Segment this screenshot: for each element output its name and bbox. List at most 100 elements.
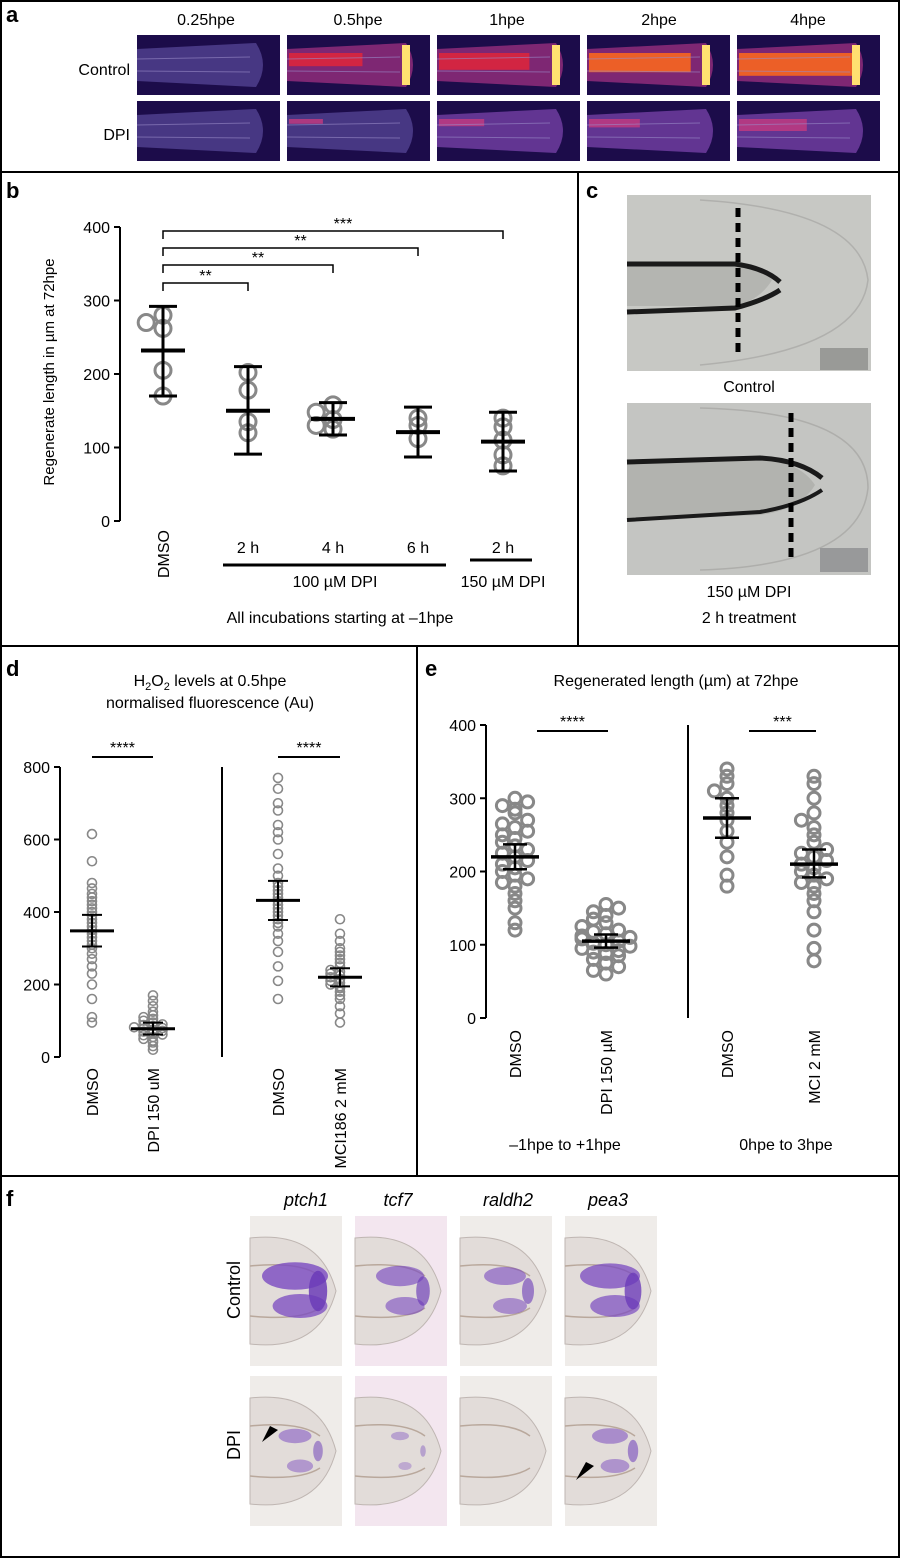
panel-a-fluorescence-grid: 0.25hpe 0.5hpe 1hpe 2hpe 4hpe Control DP…: [78, 12, 880, 161]
d-ytick-label-600: 600: [23, 833, 50, 850]
b-xtick-label-4: 2 h: [492, 540, 514, 557]
d-point-0-23: [86, 888, 98, 900]
panel-c-images: Control 150 µM DPI 2 h treatment: [626, 195, 871, 627]
d-point-1-25: [147, 995, 159, 1007]
col-label-1: 0.5hpe: [334, 12, 383, 29]
d-point-1-26: [147, 990, 159, 1001]
e-point-2-12: [719, 761, 735, 777]
f-tile-control-tcf7: [354, 1216, 447, 1366]
d-point-2-20: [272, 863, 284, 874]
d-point-3-23: [334, 935, 346, 947]
f-tile-dpi-tcf7: [354, 1376, 447, 1526]
e-point-3-4: [806, 893, 822, 909]
e-ytick-label-400: 400: [449, 718, 476, 735]
e-point-3-17: [806, 834, 822, 850]
d-point-2-27: [272, 783, 284, 795]
e-point-3-23: [806, 776, 822, 792]
b-sig-label-0: **: [199, 268, 211, 285]
d-point-0-21: [86, 895, 98, 907]
e-point-1-4: [585, 951, 601, 967]
e-point-3-0: [806, 953, 822, 969]
d-point-2-24: [272, 819, 284, 831]
panel-b-chart: Regenerate length in µm at 72hpe 0 100 200…: [41, 216, 545, 627]
d-point-3-20: [334, 950, 346, 961]
e-point-1-20: [574, 918, 590, 934]
a-tile-dpi-3: [586, 101, 730, 161]
d-point-3-2: [334, 1000, 346, 1012]
col-label-3: 2hpe: [641, 12, 677, 29]
panel-letter-a: a: [6, 2, 19, 27]
e-xtick-label-1: DPI 150 µM: [599, 1030, 616, 1115]
row-label-dpi: DPI: [103, 127, 130, 144]
e-point-0-9: [494, 864, 510, 879]
d-point-2-26: [272, 797, 284, 809]
d-point-0-4: [86, 968, 98, 979]
b-xtick-label-2: 4 h: [322, 540, 344, 557]
d-point-0-19: [86, 903, 98, 914]
d-point-0-5: [86, 961, 98, 972]
b-group-label-150: 150 µM DPI: [461, 574, 546, 591]
col-label-2: 1hpe: [489, 12, 525, 29]
e-ytick-label-300: 300: [449, 791, 476, 808]
d-point-0-1: [86, 1011, 98, 1023]
a-tile-control-1: [286, 35, 430, 95]
e-sig-label-0: ****: [560, 714, 585, 731]
d-point-2-22: [272, 834, 284, 845]
e-point-0-26: [494, 798, 510, 814]
d-xtick-label-3: MCI186 2 mM: [333, 1068, 350, 1168]
d-point-2-4: [272, 935, 284, 947]
f-gene-raldh2: raldh2: [483, 1190, 533, 1210]
d-point-1-24: [147, 1000, 159, 1012]
f-tile-control-ptch1: [249, 1216, 342, 1366]
f-gene-tcf7: tcf7: [383, 1190, 413, 1210]
e-point-3-19: [806, 820, 822, 836]
e-point-0-2: [507, 900, 523, 916]
b-xlabel: All incubations starting at –1hpe: [227, 610, 454, 627]
b-ytick-label-200: 200: [83, 367, 110, 384]
e-point-3-24: [806, 768, 822, 784]
d-point-3-25: [334, 913, 346, 925]
e-point-0-23: [520, 812, 536, 828]
d-point-2-6: [272, 921, 284, 932]
d-point-2-25: [272, 805, 284, 816]
d-point-2-28: [272, 772, 284, 784]
e-point-3-2: [806, 922, 822, 938]
e-point-1-15: [622, 929, 638, 945]
b-group-label-100: 100 µM DPI: [293, 574, 378, 591]
d-ytick-label-200: 200: [23, 978, 50, 995]
panel-letter-f: f: [6, 1186, 14, 1211]
e-ytick-label-0: 0: [467, 1011, 476, 1028]
b-point-0-3: [136, 313, 156, 333]
a-tile-dpi-1: [286, 101, 430, 161]
c-caption-treatment: 2 h treatment: [702, 610, 797, 627]
b-sig-bracket-2: [162, 247, 419, 256]
panel-letter-e: e: [425, 656, 437, 681]
e-point-3-8: [819, 871, 835, 887]
e-group-label-2: 0hpe to 3hpe: [739, 1137, 833, 1154]
e-point-3-18: [806, 827, 822, 843]
b-ylabel: Regenerate length in µm at 72hpe: [41, 258, 58, 485]
f-gene-ptch1: ptch1: [283, 1190, 328, 1210]
b-sig-label-1: **: [252, 250, 264, 267]
e-point-2-9: [706, 783, 722, 799]
d-point-0-26: [86, 855, 98, 867]
panel-f-in-situ-grid: ptch1 tcf7 raldh2 pea3 Control DPI: [224, 1190, 657, 1526]
d-point-3-3: [334, 993, 346, 1005]
a-tile-dpi-4: [736, 101, 880, 161]
d-point-3-19: [334, 953, 346, 965]
e-point-1-22: [585, 911, 601, 927]
e-ytick-label-100: 100: [449, 938, 476, 955]
b-ytick-label-400: 400: [83, 220, 110, 237]
e-point-0-28: [507, 790, 523, 806]
d-xtick-label-2: DMSO: [271, 1068, 288, 1116]
b-xtick-label-1: 2 h: [237, 540, 259, 557]
panel-letter-d: d: [6, 656, 19, 681]
d-point-2-21: [272, 848, 284, 860]
a-tile-control-3: [586, 35, 730, 95]
d-point-2-3: [272, 946, 284, 958]
e-ytick-label-200: 200: [449, 865, 476, 882]
d-point-0-24: [86, 883, 98, 894]
e-title: Regenerated length (µm) at 72hpe: [554, 673, 799, 690]
